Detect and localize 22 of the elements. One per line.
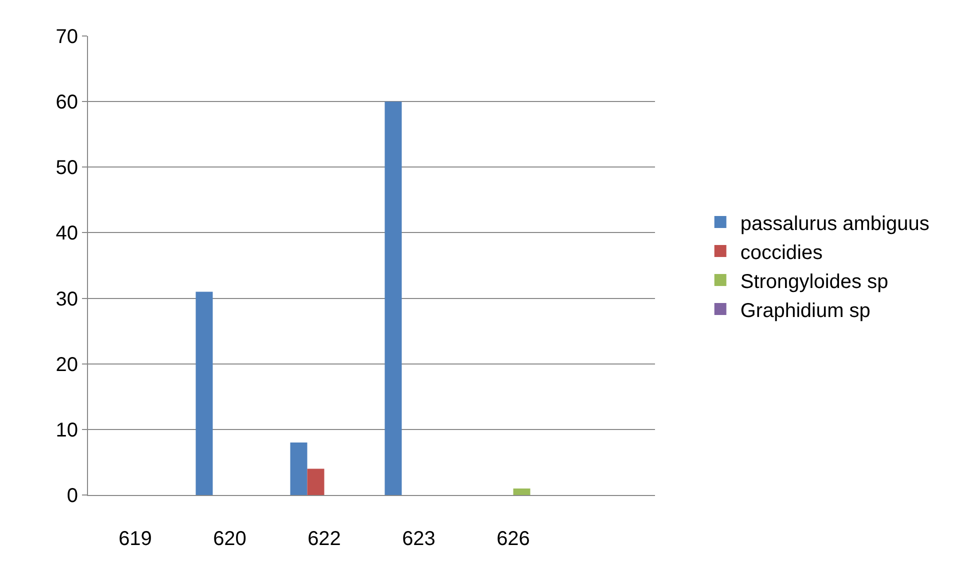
x-tick-label: 620: [213, 528, 246, 550]
bar: [307, 468, 324, 495]
bar: [196, 292, 213, 495]
legend-label: passalurus ambiguus: [740, 212, 930, 235]
bar: [384, 102, 402, 495]
y-tick-label: 0: [66, 485, 78, 507]
y-tick-label: 50: [56, 157, 78, 180]
x-tick-label: 622: [308, 528, 341, 550]
legend-label: coccidies: [740, 242, 823, 264]
y-tick-label: 40: [56, 222, 78, 245]
y-tick-label: 30: [56, 288, 78, 310]
legend-label: Strongyloides sp: [740, 270, 888, 293]
y-tick-label: 20: [56, 354, 78, 376]
x-tick-label: 626: [496, 528, 530, 550]
bar: [513, 488, 530, 495]
x-tick-label: 623: [402, 528, 436, 550]
y-tick-label: 10: [56, 419, 78, 442]
x-tick-label: 619: [118, 528, 152, 550]
bar: [290, 442, 308, 495]
y-tick-label: 70: [56, 26, 78, 48]
legend-label: Graphidium sp: [740, 300, 870, 322]
y-tick-label: 60: [56, 92, 78, 114]
